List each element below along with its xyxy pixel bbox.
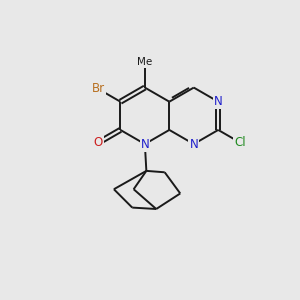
Text: N: N (214, 95, 223, 108)
Text: Cl: Cl (234, 136, 246, 149)
Text: N: N (189, 138, 198, 151)
Text: N: N (140, 138, 149, 151)
Text: O: O (94, 136, 103, 149)
Text: Me: Me (137, 57, 152, 67)
Text: Br: Br (92, 82, 105, 95)
